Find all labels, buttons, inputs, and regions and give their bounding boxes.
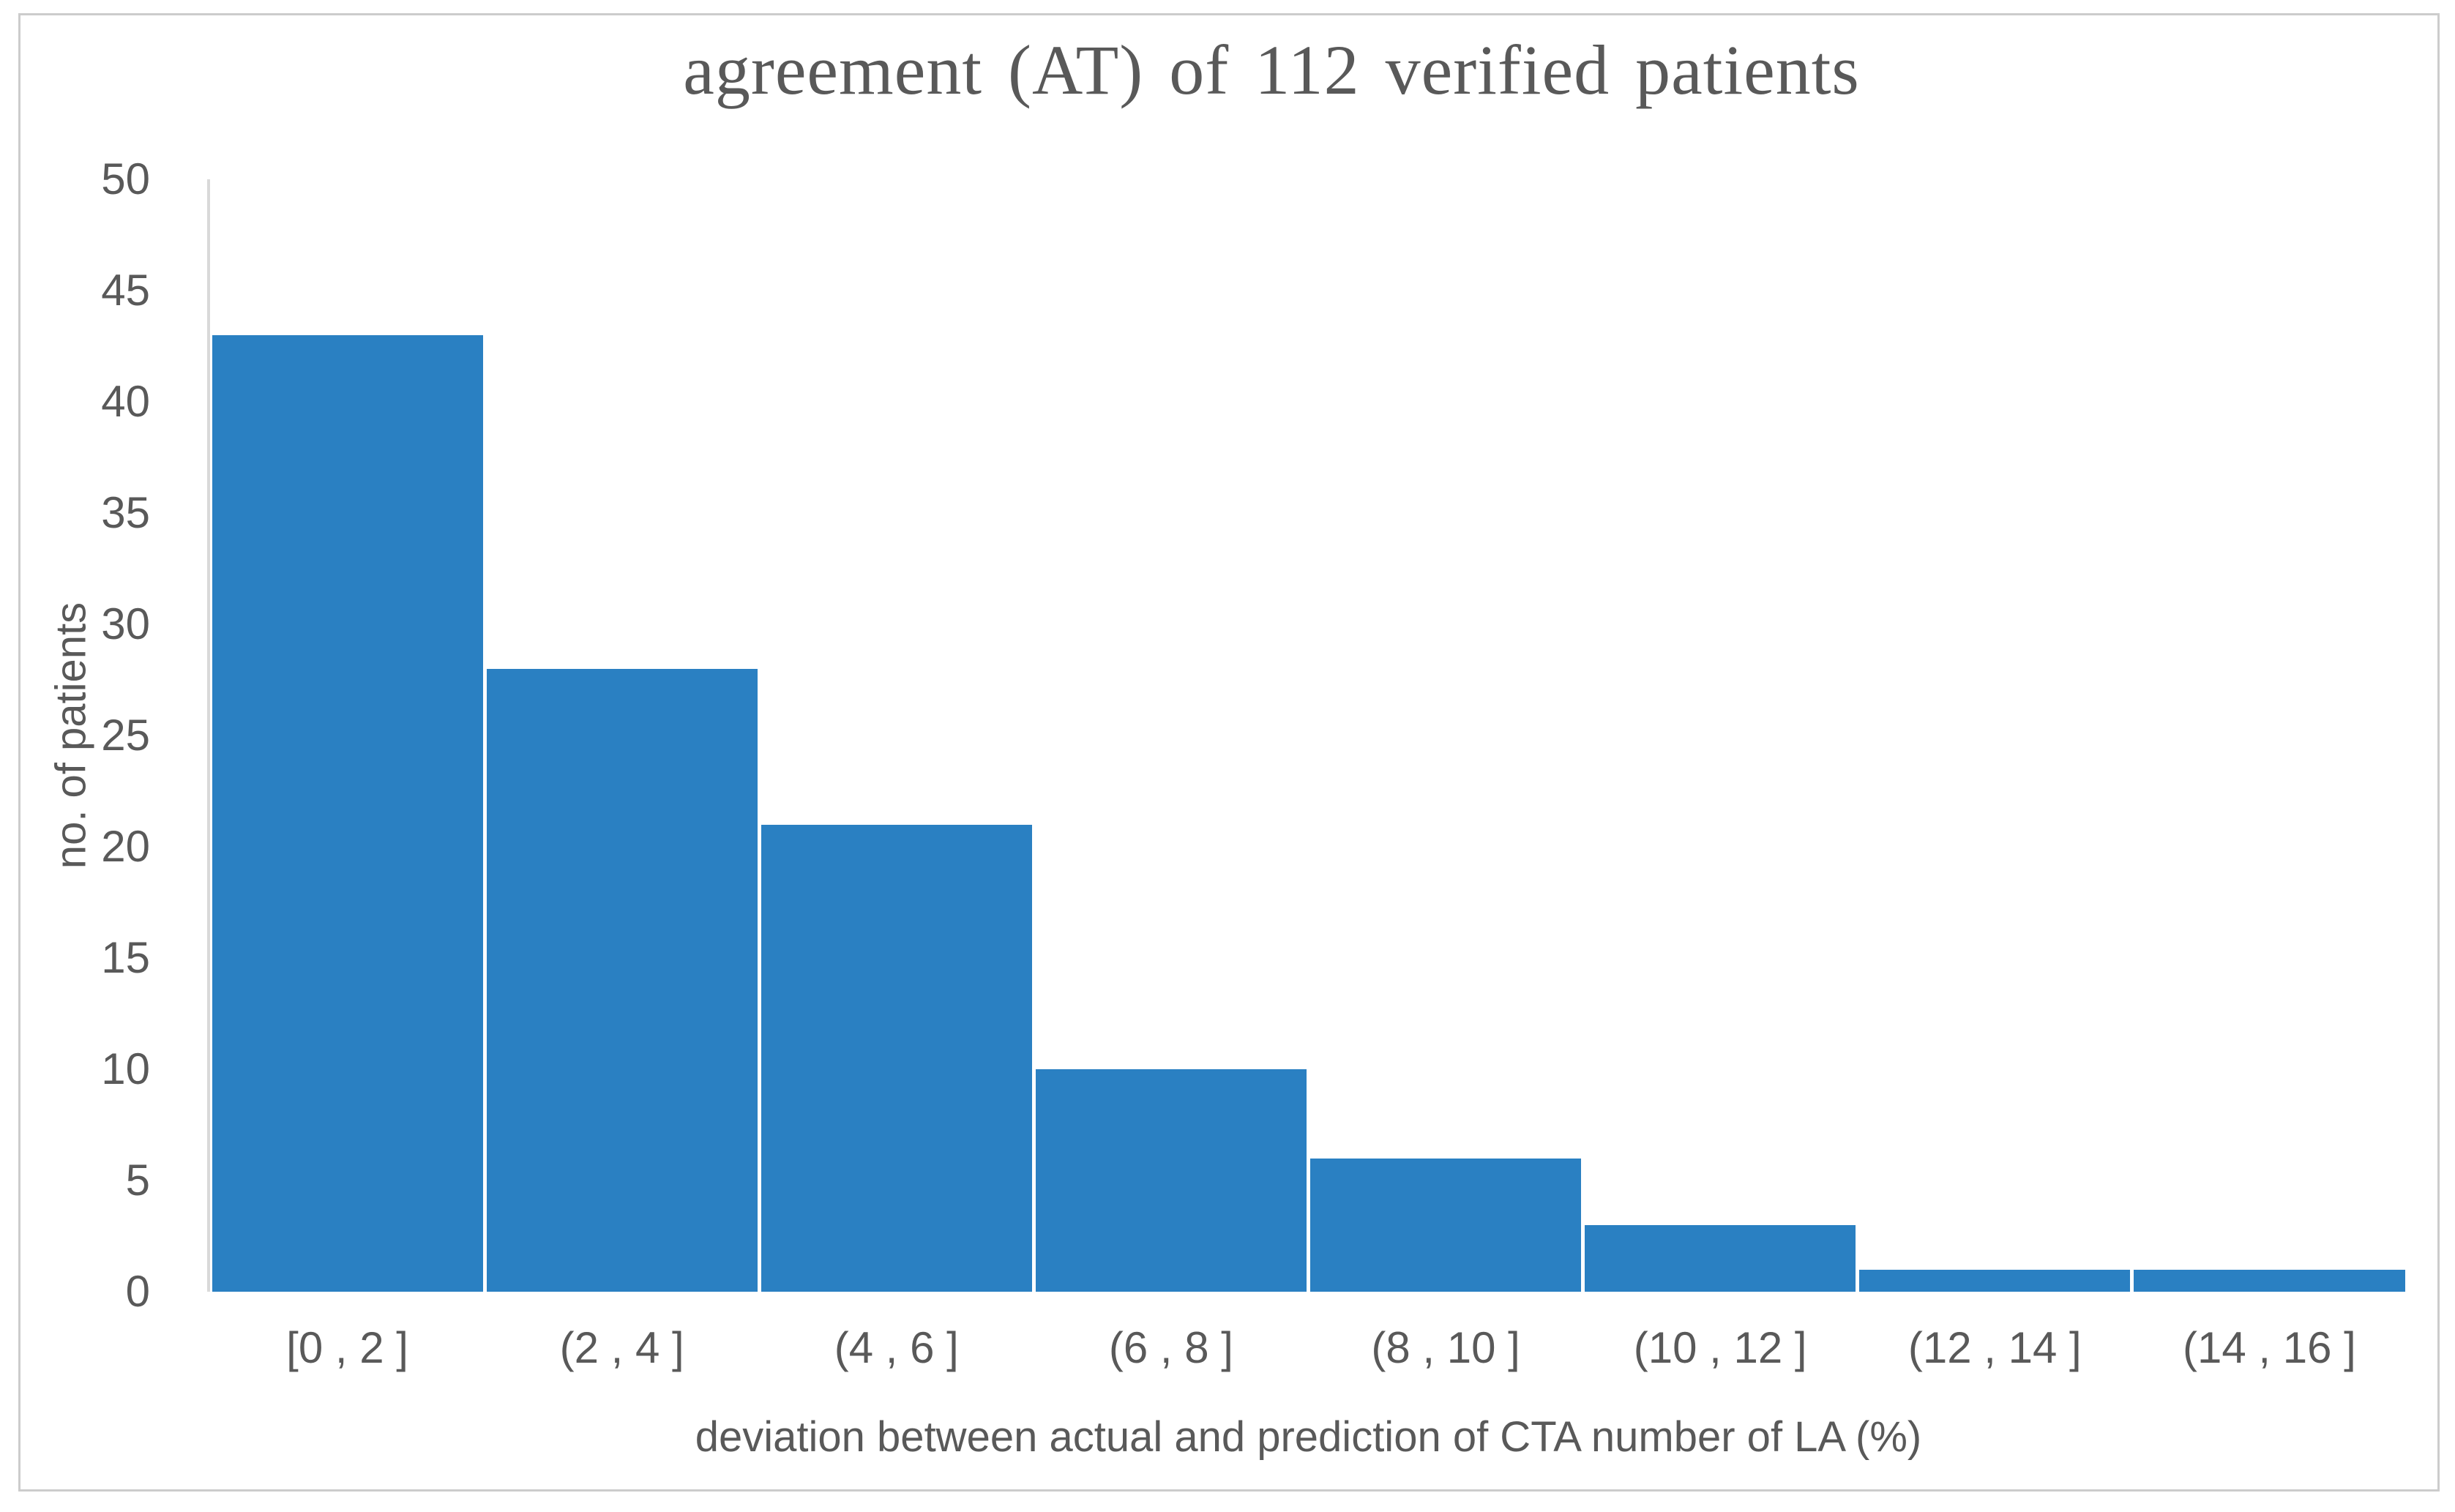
chart-title: agreement (AT) of 112 verified patients (683, 31, 1860, 109)
bar (486, 668, 758, 1292)
bar (1310, 1158, 1582, 1292)
x-axis-title: deviation between actual and prediction … (695, 1413, 1922, 1461)
bar (2134, 1269, 2405, 1292)
y-axis-title: no. of patients (47, 602, 95, 869)
bar (1585, 1224, 1856, 1292)
bar (761, 824, 1032, 1292)
y-tick-label: 0 (125, 1267, 150, 1316)
x-tick-labels: [0 , 2 ] (2 , 4 ] (4 , 6 ] (6 , 8 ] (8 , 10 … (210, 1319, 2407, 1385)
bar (212, 334, 483, 1292)
bar (1859, 1269, 2131, 1292)
y-tick-label: 15 (101, 933, 150, 982)
y-axis-line (207, 179, 210, 1292)
x-tick-label: (10 , 12 ] (1633, 1323, 1807, 1372)
y-tick-label: 30 (101, 599, 150, 648)
bars (210, 179, 2407, 1292)
x-tick-label: (2 , 4 ] (559, 1323, 684, 1372)
y-tick-label: 45 (101, 266, 150, 315)
x-tick-label: (14 , 16 ] (2183, 1323, 2356, 1372)
y-tick-label: 40 (101, 377, 150, 426)
y-tick-labels: 0 5 10 15 20 25 30 35 40 45 50 (18, 157, 179, 1314)
y-tick-label: 25 (101, 711, 150, 760)
y-tick-label: 10 (101, 1044, 150, 1093)
x-tick-label: (4 , 6 ] (834, 1323, 959, 1372)
x-tick-label: (8 , 10 ] (1371, 1323, 1520, 1372)
y-tick-label: 20 (101, 822, 150, 871)
bar (1035, 1069, 1307, 1292)
x-tick-label: (6 , 8 ] (1108, 1323, 1233, 1372)
plot-area (207, 179, 2407, 1292)
y-tick-label: 5 (125, 1156, 150, 1205)
x-tick-label: (12 , 14 ] (1907, 1323, 2082, 1372)
y-tick-label: 35 (101, 488, 150, 537)
y-tick-label: 50 (101, 154, 150, 203)
x-tick-label: [0 , 2 ] (286, 1323, 408, 1372)
